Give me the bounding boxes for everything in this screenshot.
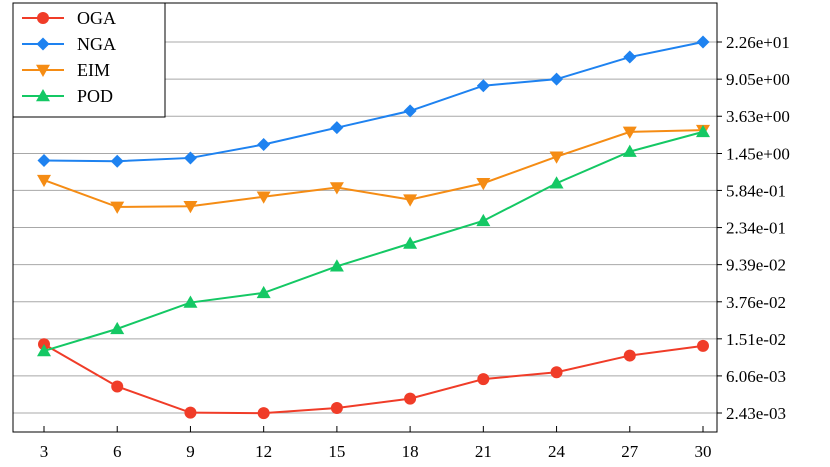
data-point-nga xyxy=(37,154,51,168)
data-point-nga xyxy=(623,50,637,64)
y-tick-label: 3.76e-02 xyxy=(726,293,786,312)
data-point-pod xyxy=(183,295,198,308)
legend-marker-pod xyxy=(36,89,50,102)
series-eim xyxy=(37,124,710,214)
data-point-eim xyxy=(476,177,491,191)
data-point-nga xyxy=(476,79,490,93)
data-point-eim xyxy=(622,126,637,139)
y-tick-label: 9.39e-02 xyxy=(726,256,786,275)
data-point-oga xyxy=(697,339,709,352)
data-point-oga xyxy=(257,407,270,420)
legend-label-oga: OGA xyxy=(77,8,116,28)
data-point-pod xyxy=(110,321,125,335)
x-tick-label: 30 xyxy=(695,442,712,461)
series-line-pod xyxy=(43,130,704,352)
data-point-pod xyxy=(476,213,491,227)
series-oga xyxy=(38,338,709,420)
data-point-nga xyxy=(403,104,417,118)
data-point-nga xyxy=(330,121,344,135)
x-tick-label: 21 xyxy=(475,442,492,461)
data-point-oga xyxy=(623,349,636,362)
legend-label-pod: POD xyxy=(77,86,113,106)
x-tick-label: 12 xyxy=(255,442,272,461)
x-tick-label: 15 xyxy=(328,442,345,461)
legend-label-nga: NGA xyxy=(77,34,116,54)
data-point-pod xyxy=(329,259,344,272)
data-point-eim xyxy=(549,151,564,164)
y-tick-label: 5.84e-01 xyxy=(726,181,786,200)
x-tick-label: 3 xyxy=(40,442,49,461)
data-point-nga xyxy=(110,154,124,168)
data-point-pod xyxy=(403,236,418,249)
legend: OGA NGA EIM POD xyxy=(12,2,166,118)
legend-marker-nga xyxy=(36,37,50,51)
axes: 2.43e-03 6.06e-03 1.51e-02 3.76e-02 9.39e-02… xyxy=(12,2,790,461)
data-point-pod xyxy=(549,176,564,189)
y-tick-label: 3.63e+00 xyxy=(726,107,790,126)
y-tick-label: 6.06e-03 xyxy=(726,367,786,386)
data-point-eim xyxy=(256,191,271,204)
series-nga xyxy=(37,35,710,168)
y-tick-label: 2.43e-03 xyxy=(726,404,786,423)
data-point-eim xyxy=(110,201,125,214)
series-line-nga xyxy=(43,41,704,163)
data-point-oga xyxy=(477,373,490,386)
legend-marker-oga xyxy=(37,12,49,24)
y-tick-label: 2.34e-01 xyxy=(726,219,786,238)
x-tick-label: 24 xyxy=(548,442,566,461)
data-point-oga xyxy=(550,366,563,379)
data-point-eim xyxy=(37,174,51,188)
x-tick-label: 6 xyxy=(113,442,122,461)
plot-frame xyxy=(12,2,718,433)
data-point-nga xyxy=(696,35,710,49)
data-point-oga xyxy=(404,392,417,405)
data-point-pod xyxy=(37,343,51,357)
data-point-oga xyxy=(111,380,124,393)
y-tick-label: 1.51e-02 xyxy=(726,330,786,349)
data-point-eim xyxy=(403,194,418,207)
data-point-oga xyxy=(330,401,343,414)
data-point-pod xyxy=(622,144,637,157)
data-point-nga xyxy=(183,151,197,165)
x-tick-label: 9 xyxy=(186,442,195,461)
y-tick-label: 1.45e+00 xyxy=(726,145,790,164)
data-point-nga xyxy=(257,138,271,152)
data-point-eim xyxy=(329,182,344,195)
x-tick-label: 18 xyxy=(402,442,419,461)
series-line-oga xyxy=(43,343,704,415)
data-point-pod xyxy=(696,124,710,138)
data-point-nga xyxy=(550,72,564,86)
series-layer xyxy=(37,35,710,420)
x-tick-label: 27 xyxy=(621,442,639,461)
series-line-eim xyxy=(43,129,704,208)
legend-marker-eim xyxy=(36,64,50,77)
y-tick-label: 2.26e+01 xyxy=(726,33,790,52)
data-point-pod xyxy=(256,285,271,299)
data-point-eim xyxy=(183,201,198,214)
legend-label-eim: EIM xyxy=(77,60,110,80)
y-tick-label: 9.05e+00 xyxy=(726,70,790,89)
series-pod xyxy=(37,124,710,357)
data-point-oga xyxy=(184,406,197,419)
